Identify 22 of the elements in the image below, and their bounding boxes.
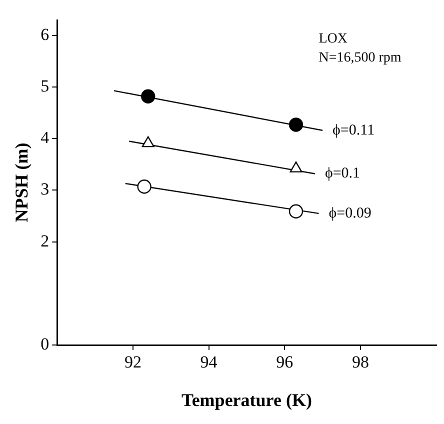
point — [137, 180, 152, 194]
annotation: LOX — [318, 32, 348, 47]
point — [142, 136, 154, 148]
point — [288, 118, 304, 132]
series-label: ϕ=0.11 — [332, 122, 375, 138]
point — [141, 89, 156, 104]
y-tick-label: 5 — [40, 76, 50, 96]
y-tick-label: 4 — [40, 128, 50, 148]
y-tick-label: 0 — [40, 334, 50, 354]
annotation: N=16,500 rpm — [318, 50, 402, 66]
y-tick-label: 6 — [40, 24, 50, 44]
y-axis-title: NPSH (m) — [11, 142, 32, 222]
series-label: ϕ=0.09 — [328, 205, 372, 222]
x-tick-label: 94 — [200, 352, 218, 372]
x-axis-title: Temperature (K) — [181, 390, 312, 410]
point — [288, 204, 304, 218]
x-tick-label: 98 — [352, 352, 369, 372]
x-tick-label: 92 — [124, 352, 142, 372]
y-tick-label: 2 — [40, 231, 50, 250]
x-tick-label: 96 — [276, 352, 294, 372]
series-label: ϕ=0.1 — [324, 166, 360, 182]
y-tick-label: 3 — [40, 180, 50, 199]
